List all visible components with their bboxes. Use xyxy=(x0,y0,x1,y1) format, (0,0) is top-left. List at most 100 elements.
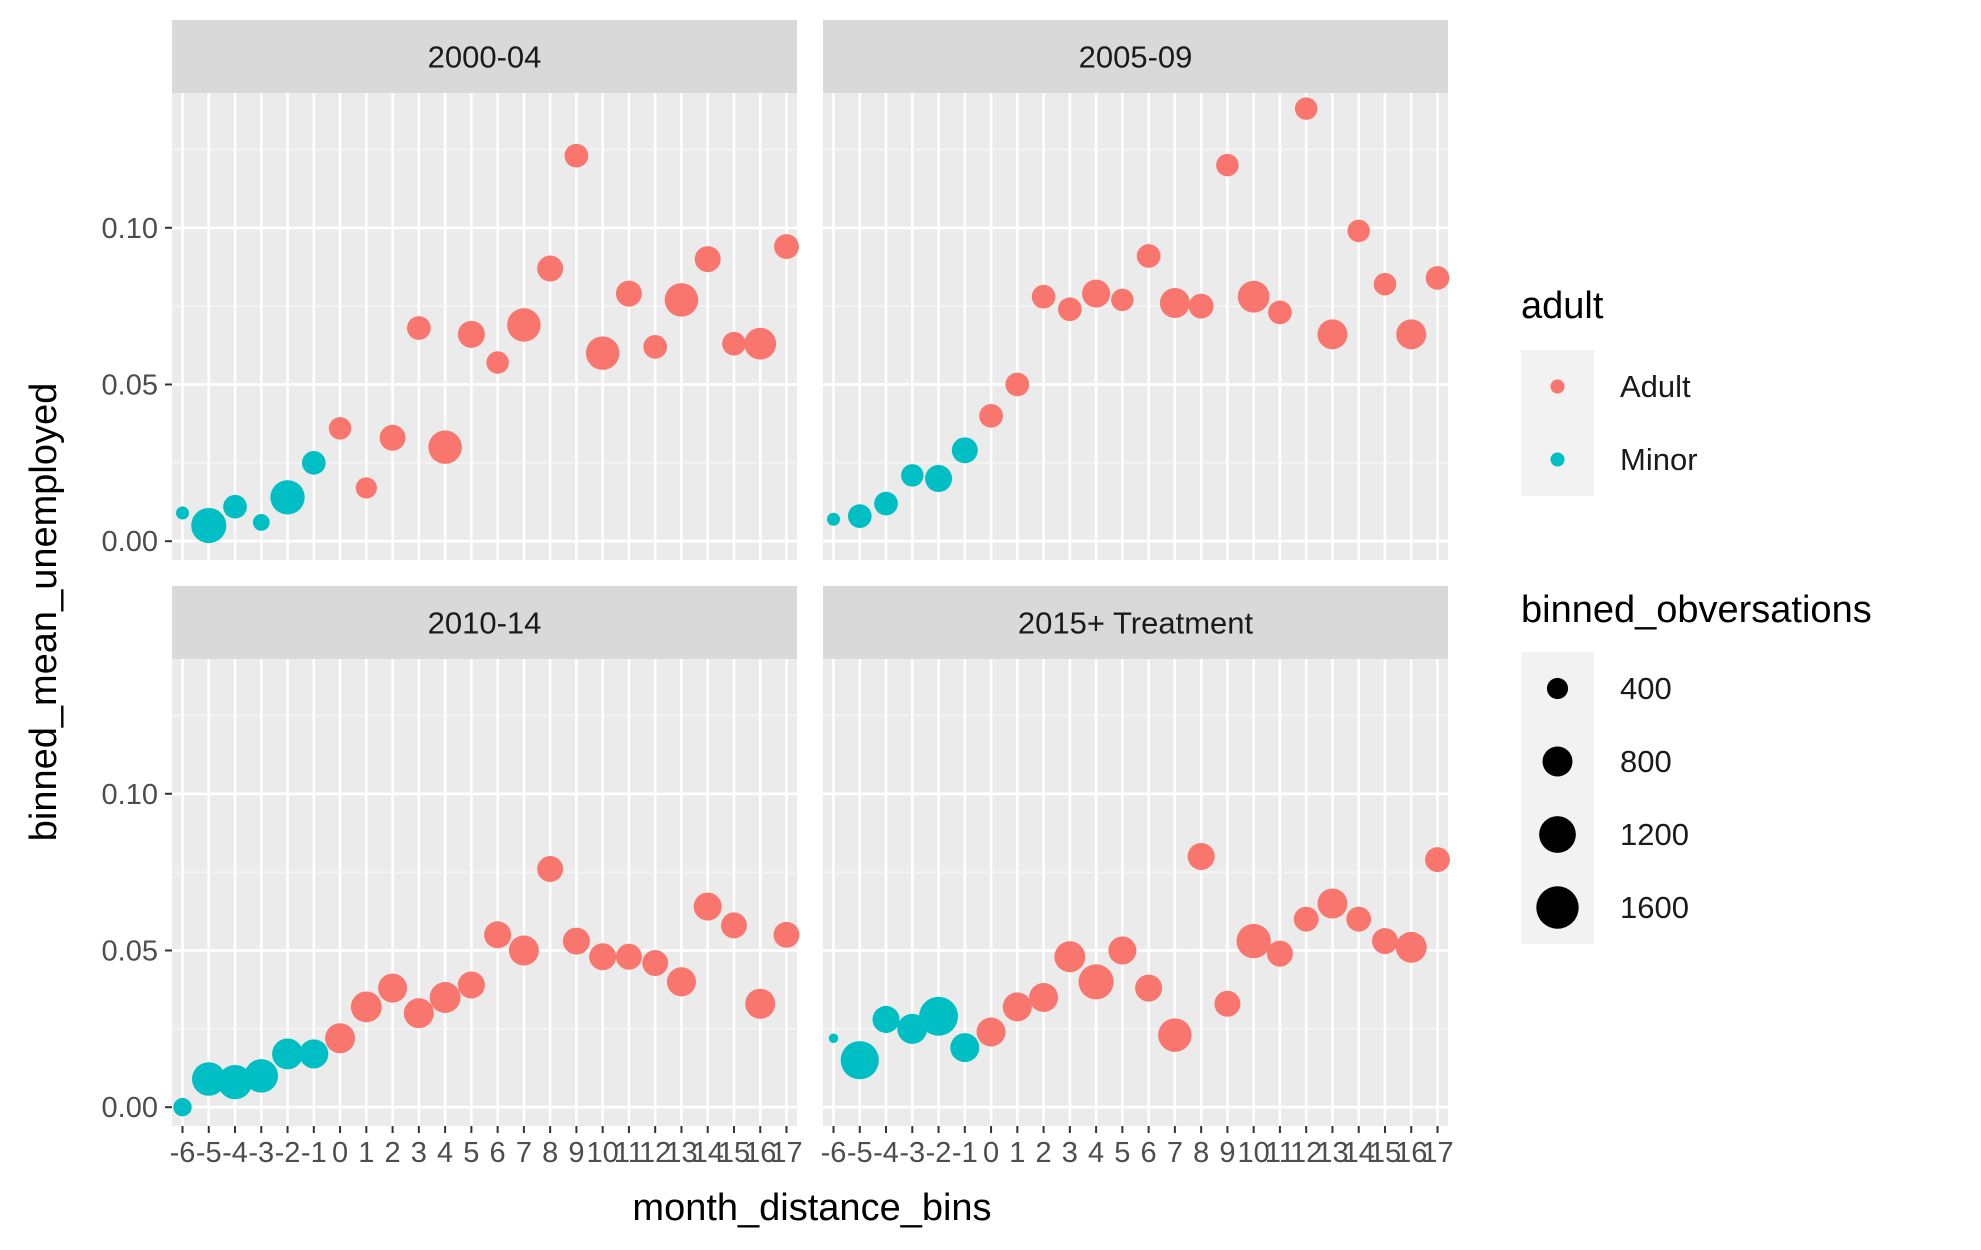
x-tick-label: 11 xyxy=(1265,1137,1295,1169)
data-point xyxy=(642,950,669,977)
color-legend-title: adult xyxy=(1521,285,1604,327)
panel-strip xyxy=(172,20,797,93)
panel-strip xyxy=(823,586,1448,659)
legend-label: Adult xyxy=(1620,369,1691,404)
x-tick-label: 2 xyxy=(1036,1137,1052,1169)
panel-title: 2000-04 xyxy=(428,40,542,75)
panel-background xyxy=(172,659,797,1126)
data-point xyxy=(901,464,924,487)
x-tick-label: 1 xyxy=(1009,1137,1025,1169)
data-point xyxy=(1317,319,1348,350)
x-tick-label: -2 xyxy=(275,1137,301,1169)
y-tick-label: 0.05 xyxy=(102,935,158,967)
panel-strip xyxy=(172,586,797,659)
data-point xyxy=(828,1033,839,1043)
data-point xyxy=(925,464,953,493)
x-tick-label: 7 xyxy=(1167,1137,1183,1169)
x-tick-label: 2 xyxy=(385,1137,401,1169)
data-point xyxy=(1158,1018,1192,1052)
x-tick-label: 12 xyxy=(639,1137,671,1169)
legend-key-symbol xyxy=(1542,746,1573,777)
legend-key-symbol xyxy=(1550,452,1565,467)
y-tick-label: 0.10 xyxy=(102,213,158,245)
panel-2: 2005-09 xyxy=(823,20,1450,560)
data-point xyxy=(1317,888,1348,919)
data-point xyxy=(173,1098,192,1117)
data-point xyxy=(1078,964,1114,1000)
data-point xyxy=(457,971,485,999)
data-point xyxy=(1346,906,1372,932)
data-point xyxy=(1216,153,1239,177)
data-point xyxy=(1347,219,1370,243)
panel-3: 2010-140.000.050.10-6 -5 -4 -3 -2 -1 0 1 2 3 4 5 6 7 8… xyxy=(102,586,803,1169)
x-tick-label: 10 xyxy=(1238,1137,1270,1169)
x-tick-label: -1 xyxy=(952,1137,978,1169)
x-tick-label: -3 xyxy=(248,1137,274,1169)
legend-key-symbol xyxy=(1546,677,1569,700)
panel-strip xyxy=(823,20,1448,93)
x-tick-label: -5 xyxy=(847,1137,873,1169)
legend-label: Minor xyxy=(1620,442,1698,477)
data-point xyxy=(951,437,978,464)
x-tick-label: -6 xyxy=(170,1137,196,1169)
data-point xyxy=(1111,288,1134,312)
x-tick-label: 15 xyxy=(1369,1137,1401,1169)
data-point xyxy=(507,308,541,342)
data-point xyxy=(355,477,377,499)
data-point xyxy=(217,1064,253,1100)
data-point xyxy=(270,480,305,515)
x-tick-label: 10 xyxy=(587,1137,619,1169)
x-tick-label: 16 xyxy=(744,1137,776,1169)
x-tick-label: 14 xyxy=(692,1137,724,1169)
data-point xyxy=(1188,293,1214,319)
data-point xyxy=(919,996,959,1036)
data-point xyxy=(325,1023,356,1054)
data-point xyxy=(744,327,777,360)
x-tick-label: 5 xyxy=(1114,1137,1130,1169)
legend-key-symbol xyxy=(1550,379,1565,394)
color-legend: adult Adult Minor xyxy=(1521,285,1698,496)
data-point xyxy=(484,921,512,949)
x-tick-label: -4 xyxy=(222,1137,248,1169)
x-tick-label: 3 xyxy=(1062,1137,1078,1169)
data-point xyxy=(223,494,247,519)
data-point xyxy=(666,967,696,997)
x-tick-label: 13 xyxy=(665,1137,697,1169)
x-tick-label: -1 xyxy=(301,1137,327,1169)
data-point xyxy=(1237,280,1270,313)
data-point xyxy=(403,998,434,1029)
x-tick-label: 0 xyxy=(332,1137,348,1169)
x-tick-label: -4 xyxy=(873,1137,899,1169)
data-point xyxy=(745,988,776,1019)
x-tick-label: 6 xyxy=(490,1137,506,1169)
data-point xyxy=(1108,936,1137,965)
data-point xyxy=(1425,266,1450,290)
panel-1: 2000-04 0.00 0.05 0.10 xyxy=(102,20,799,560)
x-tick-label: 15 xyxy=(718,1137,750,1169)
data-point xyxy=(615,943,642,970)
data-point xyxy=(537,856,564,882)
panel-title: 2005-09 xyxy=(1079,40,1193,75)
data-point xyxy=(1005,372,1030,397)
data-point xyxy=(976,1017,1006,1047)
data-point xyxy=(1266,940,1293,967)
x-tick-label: 8 xyxy=(542,1137,558,1169)
data-point xyxy=(1187,842,1215,870)
legend-label: 1600 xyxy=(1620,890,1689,925)
data-point xyxy=(1395,931,1427,963)
panel-title: 2010-14 xyxy=(428,606,542,641)
x-tick-label: -5 xyxy=(196,1137,222,1169)
data-point xyxy=(664,283,699,317)
x-tick-label: 7 xyxy=(516,1137,532,1169)
data-point xyxy=(840,1041,879,1080)
y-tick-label: 0.00 xyxy=(102,1092,158,1124)
x-tick-label: 13 xyxy=(1316,1137,1348,1169)
y-tick-label: 0.10 xyxy=(102,779,158,811)
data-point xyxy=(1159,288,1190,318)
data-point xyxy=(827,512,840,526)
x-tick-label: -2 xyxy=(926,1137,952,1169)
data-point xyxy=(1236,923,1271,959)
data-point xyxy=(328,417,352,440)
legend-label: 400 xyxy=(1620,671,1672,706)
